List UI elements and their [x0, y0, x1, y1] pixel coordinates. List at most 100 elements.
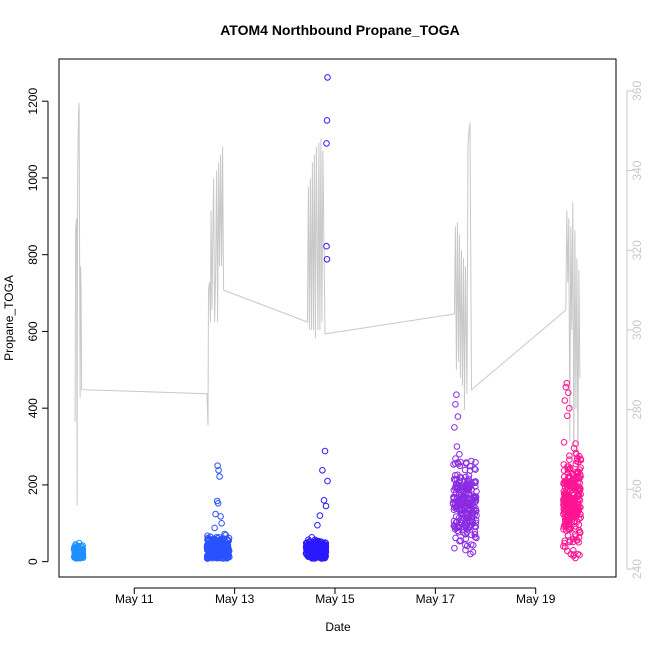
data-point — [324, 74, 331, 81]
data-point — [453, 443, 461, 450]
series-points — [302, 74, 331, 562]
data-point — [472, 466, 479, 473]
data-point — [471, 492, 478, 500]
data-point — [563, 379, 571, 387]
data-point — [451, 544, 458, 552]
data-point — [456, 450, 463, 458]
data-point — [314, 551, 322, 559]
data-point — [318, 547, 326, 555]
data-point — [465, 472, 473, 479]
data-point — [574, 469, 581, 476]
data-point — [305, 538, 313, 545]
data-point — [450, 493, 457, 501]
data-point — [473, 512, 480, 519]
y2-tick-label: 240 — [630, 559, 644, 579]
y2-tick-label: 280 — [630, 399, 644, 419]
data-point — [566, 502, 574, 509]
y-tick-label: 600 — [26, 321, 40, 341]
data-point — [462, 535, 470, 543]
data-point — [214, 462, 221, 470]
data-point — [75, 544, 83, 552]
series-points — [70, 539, 87, 562]
data-point — [560, 439, 568, 446]
data-point — [215, 467, 222, 474]
data-point — [573, 457, 580, 465]
data-point — [454, 413, 462, 420]
x-tick-label: May 15 — [315, 592, 355, 606]
data-point — [561, 508, 568, 515]
data-point — [221, 530, 228, 538]
data-point — [566, 404, 573, 412]
data-point — [324, 477, 331, 485]
y2-tick-label: 260 — [630, 479, 644, 499]
series-points — [560, 379, 585, 562]
bottom-axis: May 11 May 13 May 15 May 17 May 19 — [115, 587, 556, 606]
series-points — [449, 391, 480, 558]
data-point — [471, 531, 479, 538]
data-point — [467, 541, 475, 548]
data-point — [561, 397, 569, 404]
data-point — [576, 479, 584, 487]
data-point — [465, 523, 473, 531]
data-point — [455, 514, 463, 522]
data-point — [570, 444, 578, 452]
data-point — [458, 510, 466, 517]
data-point — [472, 459, 479, 466]
right-axis: 240 260 280 300 320 340 360 — [626, 81, 644, 579]
data-point — [453, 495, 461, 502]
data-point — [560, 488, 568, 495]
data-point — [570, 552, 577, 560]
series-points — [203, 462, 233, 562]
data-point — [216, 534, 223, 541]
data-point — [574, 472, 582, 480]
data-point — [565, 525, 572, 533]
y-tick-label: 200 — [26, 475, 40, 495]
data-point — [466, 501, 474, 509]
y2-tick-label: 300 — [630, 320, 644, 340]
data-point — [451, 476, 459, 484]
data-point — [203, 542, 211, 550]
data-point — [217, 513, 224, 520]
data-point — [312, 537, 320, 545]
y-axis-label: Propane_TOGA — [2, 275, 16, 361]
data-point — [463, 490, 470, 497]
data-point — [561, 517, 569, 524]
data-point — [453, 505, 460, 513]
left-axis: 0 200 400 600 800 1000 1200 — [26, 88, 49, 565]
data-point — [456, 537, 463, 545]
data-point — [565, 465, 573, 473]
y2-tick-label: 360 — [630, 81, 644, 101]
data-point — [460, 496, 467, 504]
data-point — [575, 539, 583, 546]
data-point — [451, 424, 458, 431]
data-point — [216, 473, 223, 480]
data-point — [561, 496, 569, 504]
data-point — [468, 480, 476, 488]
data-point — [216, 544, 223, 552]
data-point — [565, 474, 572, 481]
data-point — [452, 401, 459, 408]
y-tick-label: 800 — [26, 244, 40, 264]
data-point — [211, 524, 218, 532]
data-point — [457, 458, 464, 466]
data-point — [575, 496, 582, 503]
data-point — [561, 492, 569, 500]
data-point — [452, 513, 460, 520]
data-point — [222, 531, 229, 539]
data-point — [316, 512, 324, 519]
points-layer — [70, 74, 585, 562]
x-tick-label: May 17 — [416, 592, 456, 606]
data-point — [451, 522, 459, 530]
data-point — [218, 520, 225, 527]
data-point — [566, 456, 573, 464]
x-tick-label: May 13 — [215, 592, 255, 606]
data-point — [564, 412, 571, 420]
data-point — [577, 456, 585, 464]
data-point — [573, 451, 580, 458]
data-point — [205, 548, 213, 556]
data-point — [457, 474, 465, 481]
data-point — [323, 140, 330, 147]
data-point — [566, 452, 573, 460]
data-point — [575, 487, 582, 495]
